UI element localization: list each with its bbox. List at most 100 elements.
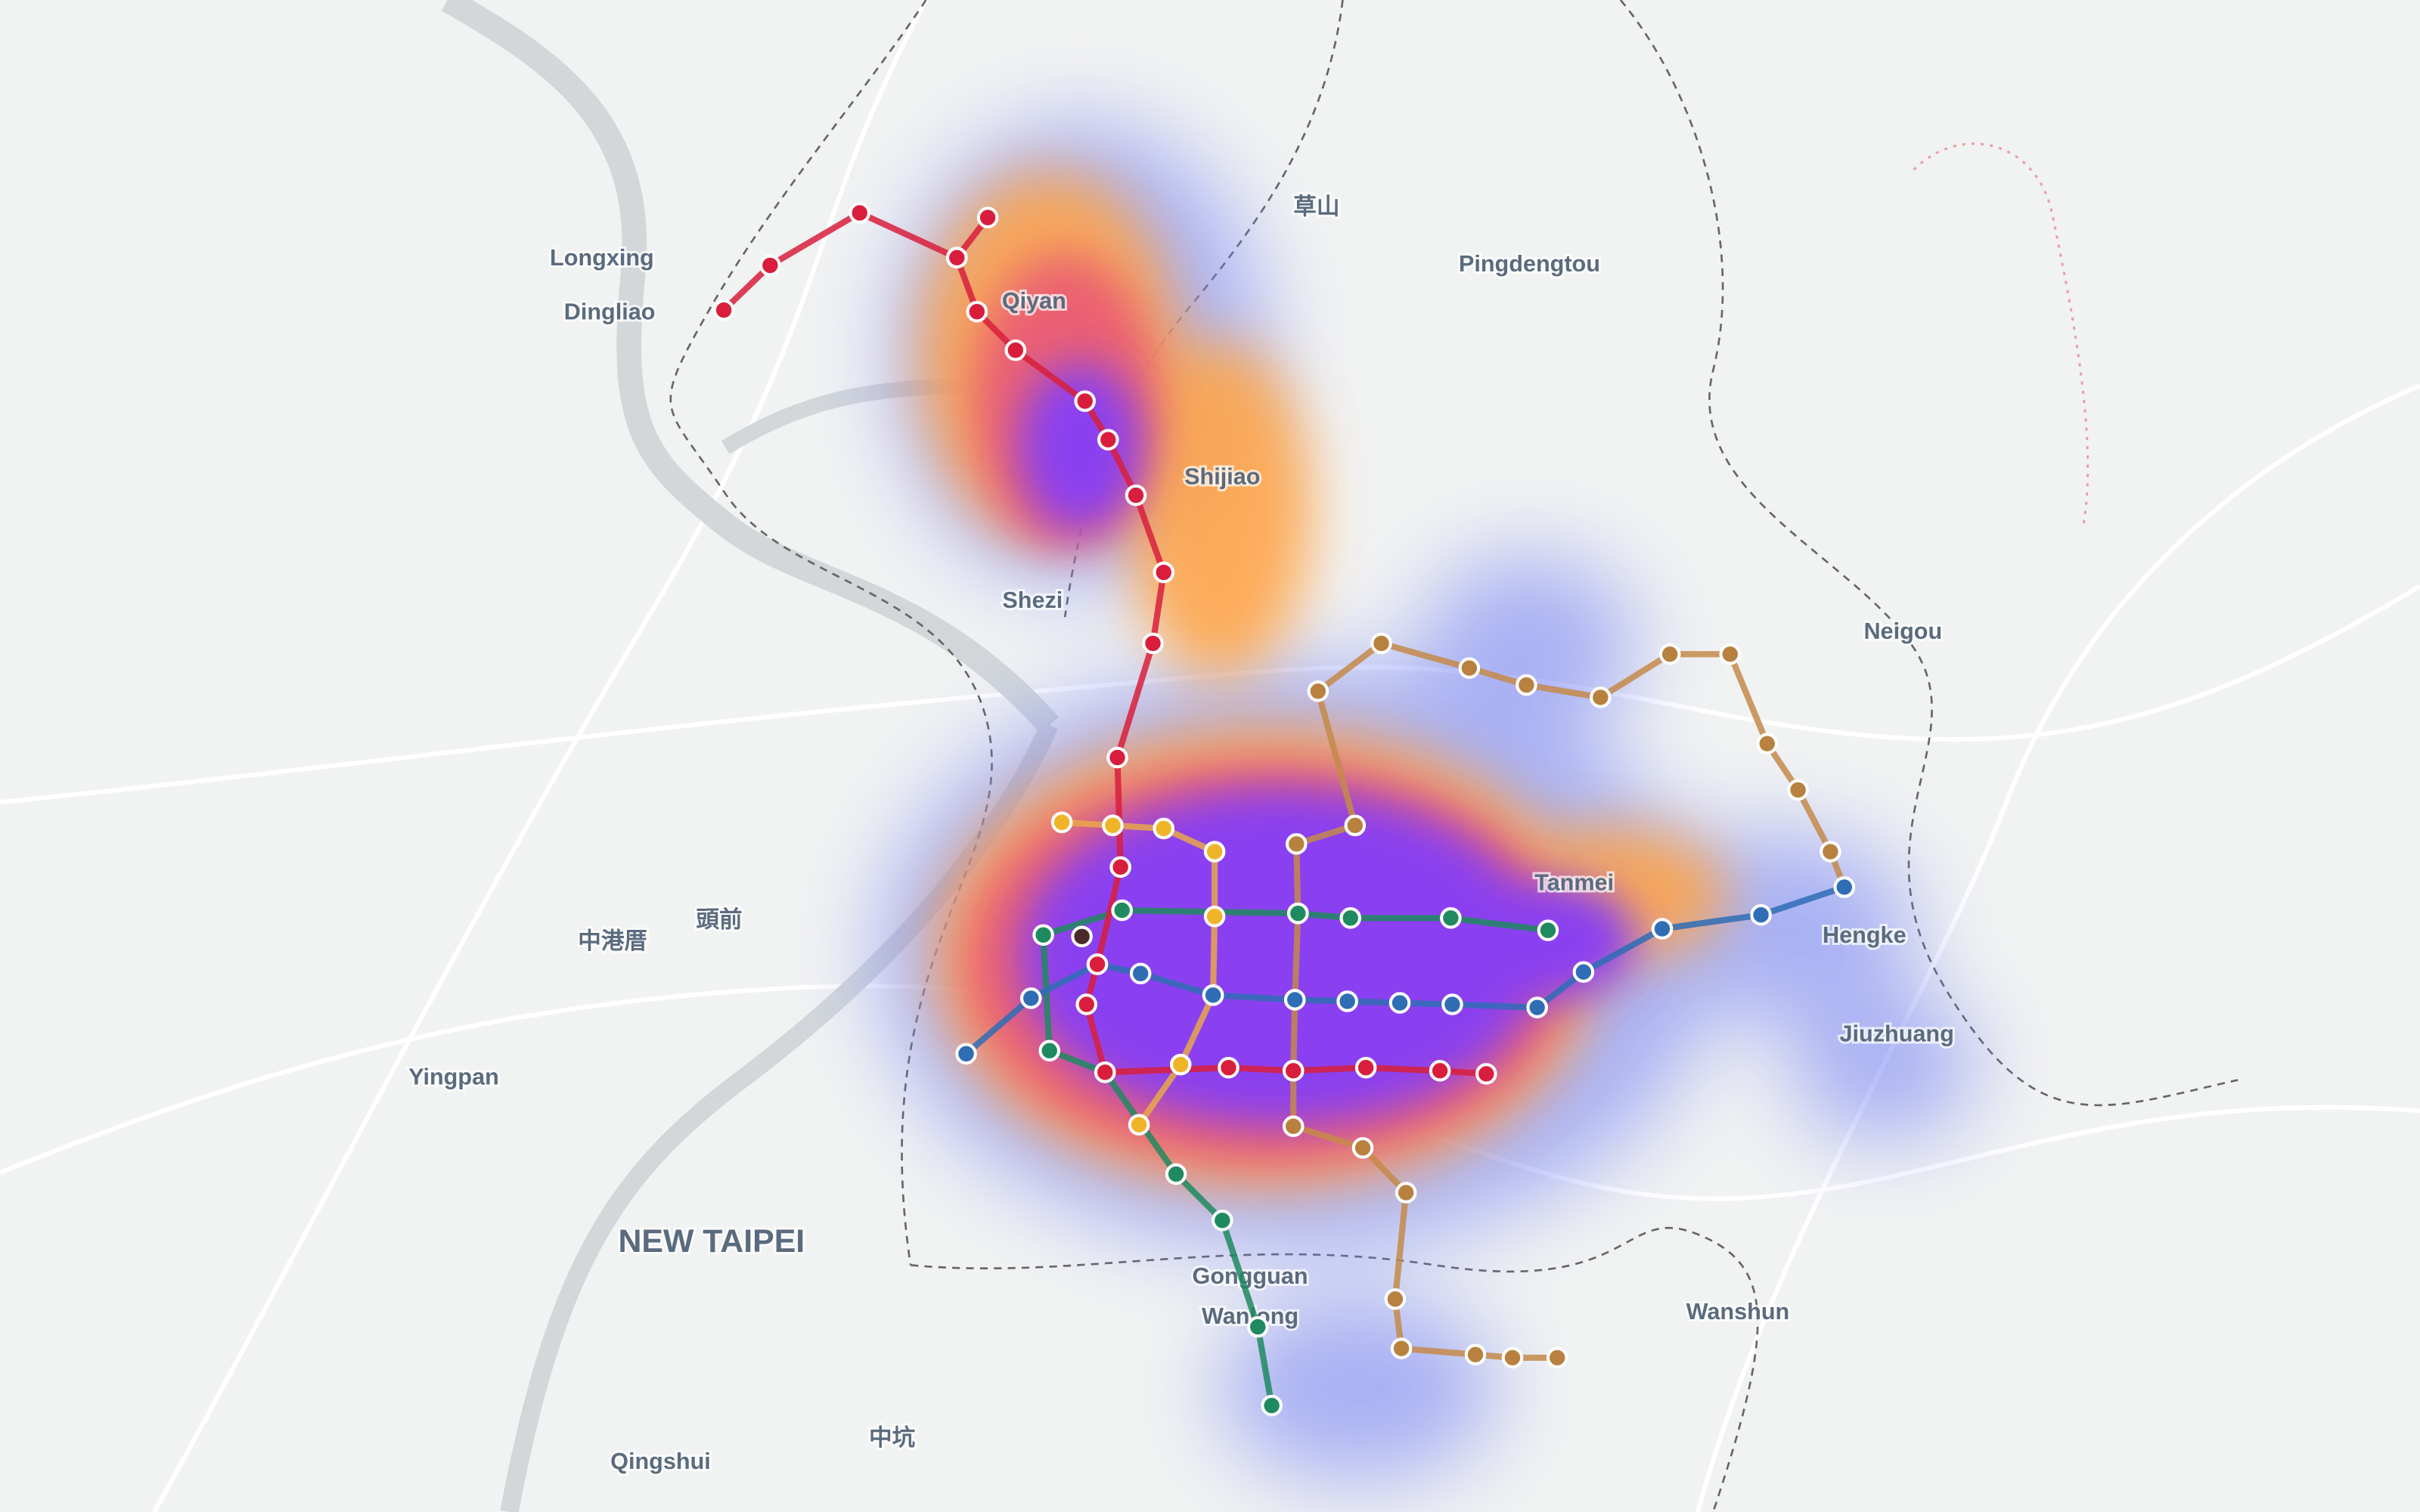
place-label: 中坑 <box>869 1424 915 1451</box>
place-label: 草山 <box>1293 194 1339 220</box>
place-label: Pingdengtou <box>1459 251 1600 277</box>
station <box>966 300 988 323</box>
station <box>1546 1346 1568 1369</box>
station <box>1128 1114 1150 1136</box>
station <box>1094 1061 1116 1083</box>
station <box>1526 996 1548 1018</box>
station <box>1384 1288 1407 1310</box>
station <box>1075 993 1098 1015</box>
station <box>1153 817 1175 840</box>
station <box>946 246 968 269</box>
station <box>1086 953 1109 975</box>
station <box>1339 907 1361 929</box>
station <box>1282 1115 1305 1138</box>
station <box>1202 984 1224 1006</box>
station <box>1590 686 1612 708</box>
station <box>1336 990 1358 1012</box>
station <box>1203 841 1226 863</box>
station <box>1165 1163 1187 1185</box>
station <box>1537 919 1559 941</box>
station <box>1516 674 1537 696</box>
station <box>1351 1137 1374 1159</box>
station <box>1286 833 1308 855</box>
station <box>1282 1060 1305 1082</box>
boundary <box>910 1226 1759 1512</box>
place-label: Jiuzhuang <box>1839 1021 1953 1046</box>
station <box>1390 1337 1413 1359</box>
station <box>1129 962 1152 985</box>
station <box>1102 814 1124 837</box>
station <box>1833 876 1856 898</box>
station <box>1203 905 1226 928</box>
station <box>1719 643 1742 665</box>
place-label: Wanshun <box>1686 1299 1790 1325</box>
station <box>712 299 735 321</box>
station <box>1370 632 1392 655</box>
station <box>1153 561 1175 584</box>
road <box>1695 383 2420 1512</box>
station <box>1142 632 1164 655</box>
place-label: Dingliao <box>564 299 656 324</box>
place-label: Shezi <box>1002 587 1063 613</box>
station <box>1032 924 1054 947</box>
station <box>1109 856 1131 878</box>
station <box>1651 918 1674 940</box>
place-label: Longxing <box>550 245 654 271</box>
river <box>441 0 1059 734</box>
station <box>1475 1063 1497 1085</box>
station <box>1038 1040 1061 1062</box>
place-label: Yingpan <box>408 1064 499 1090</box>
station <box>1218 1056 1239 1079</box>
place-label: 中港厝 <box>578 928 647 954</box>
station <box>1125 484 1147 507</box>
station <box>1169 1053 1192 1076</box>
place-label: Shijiao <box>1184 464 1260 490</box>
place-label: Tanmei <box>1534 869 1614 895</box>
station <box>1246 1315 1269 1338</box>
place-label: Neigou <box>1863 618 1942 644</box>
station <box>1429 1060 1451 1082</box>
station <box>1074 390 1096 412</box>
station <box>1097 429 1119 451</box>
place-label: Hengke <box>1823 922 1907 948</box>
place-label: Gongguan <box>1193 1263 1308 1289</box>
station <box>1287 902 1309 925</box>
station <box>1354 1056 1377 1079</box>
station <box>1261 1394 1283 1417</box>
station <box>1756 733 1779 754</box>
boundary <box>1619 0 2238 1107</box>
station <box>1658 643 1681 665</box>
station <box>849 202 871 224</box>
station <box>1501 1346 1524 1369</box>
station <box>1572 961 1595 983</box>
metro-lines <box>712 202 1856 1417</box>
station <box>1212 1210 1233 1232</box>
place-label: 頭前 <box>696 906 742 932</box>
station <box>1388 992 1411 1014</box>
station <box>1820 841 1841 863</box>
station <box>1307 680 1329 702</box>
station <box>1344 814 1367 837</box>
station <box>1019 987 1042 1009</box>
place-label: NEW TAIPEI <box>618 1223 805 1259</box>
station <box>1283 989 1306 1011</box>
station <box>1750 903 1772 926</box>
station <box>1440 907 1462 929</box>
station <box>955 1043 977 1065</box>
station <box>1395 1182 1417 1204</box>
station <box>1458 657 1481 679</box>
station <box>1050 811 1073 834</box>
station <box>1071 925 1093 948</box>
station <box>1106 746 1128 769</box>
station <box>1787 779 1809 801</box>
station <box>1441 993 1463 1015</box>
station <box>1464 1343 1487 1366</box>
station <box>759 254 781 277</box>
road <box>152 0 929 1512</box>
station <box>1111 899 1133 922</box>
place-label: Qingshui <box>610 1448 711 1474</box>
place-label: Qiyan <box>1002 288 1066 314</box>
station <box>976 206 999 229</box>
